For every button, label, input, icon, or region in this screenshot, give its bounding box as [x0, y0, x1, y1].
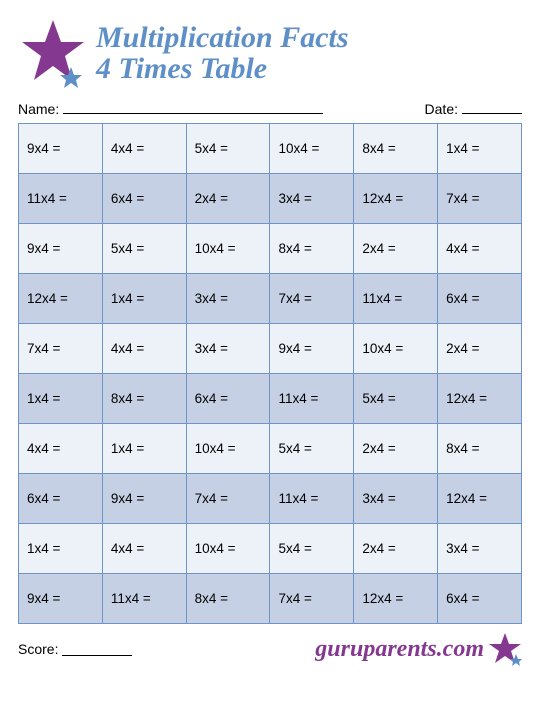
worksheet-cell[interactable]: 11x4 = [270, 474, 354, 524]
worksheet-cell[interactable]: 9x4 = [102, 474, 186, 524]
worksheet-cell[interactable]: 5x4 = [270, 424, 354, 474]
worksheet-cell[interactable]: 10x4 = [186, 424, 270, 474]
brand-text: guruparents.com [315, 636, 484, 663]
worksheet-cell[interactable]: 9x4 = [19, 574, 103, 624]
worksheet-cell[interactable]: 9x4 = [19, 124, 103, 174]
title-line-2: 4 Times Table [96, 53, 522, 85]
worksheet-cell[interactable]: 3x4 = [270, 174, 354, 224]
worksheet-cell[interactable]: 2x4 = [354, 424, 438, 474]
worksheet-cell[interactable]: 6x4 = [19, 474, 103, 524]
worksheet-cell[interactable]: 3x4 = [354, 474, 438, 524]
worksheet-cell[interactable]: 9x4 = [270, 324, 354, 374]
worksheet-cell[interactable]: 5x4 = [354, 374, 438, 424]
worksheet-header: Multiplication Facts 4 Times Table [18, 18, 522, 88]
worksheet-cell[interactable]: 11x4 = [102, 574, 186, 624]
worksheet-cell[interactable]: 1x4 = [19, 374, 103, 424]
worksheet-cell[interactable]: 7x4 = [270, 574, 354, 624]
worksheet-cell[interactable]: 5x4 = [186, 124, 270, 174]
worksheet-cell[interactable]: 1x4 = [102, 274, 186, 324]
worksheet-cell[interactable]: 2x4 = [438, 324, 522, 374]
worksheet-cell[interactable]: 10x4 = [354, 324, 438, 374]
header-star-logo [18, 18, 88, 88]
worksheet-cell[interactable]: 12x4 = [438, 374, 522, 424]
worksheet-cell[interactable]: 8x4 = [438, 424, 522, 474]
worksheet-cell[interactable]: 8x4 = [186, 574, 270, 624]
date-field-line[interactable] [462, 100, 522, 114]
worksheet-cell[interactable]: 6x4 = [102, 174, 186, 224]
table-row: 9x4 =5x4 =10x4 =8x4 =2x4 =4x4 = [19, 224, 522, 274]
name-label: Name: [18, 101, 59, 117]
worksheet-cell[interactable]: 11x4 = [19, 174, 103, 224]
worksheet-cell[interactable]: 5x4 = [102, 224, 186, 274]
worksheet-grid: 9x4 =4x4 =5x4 =10x4 =8x4 =1x4 =11x4 =6x4… [18, 123, 522, 624]
date-label: Date: [425, 101, 458, 117]
worksheet-cell[interactable]: 11x4 = [270, 374, 354, 424]
table-row: 12x4 =1x4 =3x4 =7x4 =11x4 =6x4 = [19, 274, 522, 324]
table-row: 6x4 =9x4 =7x4 =11x4 =3x4 =12x4 = [19, 474, 522, 524]
score-field-line[interactable] [62, 642, 132, 656]
worksheet-cell[interactable]: 12x4 = [354, 174, 438, 224]
worksheet-cell[interactable]: 10x4 = [186, 524, 270, 574]
table-row: 11x4 =6x4 =2x4 =3x4 =12x4 =7x4 = [19, 174, 522, 224]
worksheet-cell[interactable]: 2x4 = [354, 524, 438, 574]
worksheet-cell[interactable]: 11x4 = [354, 274, 438, 324]
worksheet-cell[interactable]: 1x4 = [102, 424, 186, 474]
worksheet-cell[interactable]: 7x4 = [186, 474, 270, 524]
name-date-line: Name: Date: [18, 100, 522, 117]
worksheet-cell[interactable]: 12x4 = [438, 474, 522, 524]
worksheet-cell[interactable]: 8x4 = [102, 374, 186, 424]
worksheet-cell[interactable]: 1x4 = [438, 124, 522, 174]
worksheet-cell[interactable]: 4x4 = [102, 124, 186, 174]
worksheet-cell[interactable]: 4x4 = [102, 324, 186, 374]
score-label: Score: [18, 641, 58, 657]
table-row: 1x4 =8x4 =6x4 =11x4 =5x4 =12x4 = [19, 374, 522, 424]
table-row: 9x4 =11x4 =8x4 =7x4 =12x4 =6x4 = [19, 574, 522, 624]
worksheet-cell[interactable]: 2x4 = [186, 174, 270, 224]
worksheet-cell[interactable]: 4x4 = [19, 424, 103, 474]
worksheet-cell[interactable]: 8x4 = [354, 124, 438, 174]
worksheet-cell[interactable]: 12x4 = [19, 274, 103, 324]
worksheet-cell[interactable]: 6x4 = [438, 274, 522, 324]
worksheet-cell[interactable]: 10x4 = [186, 224, 270, 274]
worksheet-cell[interactable]: 7x4 = [438, 174, 522, 224]
worksheet-cell[interactable]: 6x4 = [438, 574, 522, 624]
brand-star-icon [488, 632, 522, 666]
table-row: 4x4 =1x4 =10x4 =5x4 =2x4 =8x4 = [19, 424, 522, 474]
title-line-1: Multiplication Facts [96, 22, 522, 54]
worksheet-cell[interactable]: 6x4 = [186, 374, 270, 424]
worksheet-cell[interactable]: 4x4 = [438, 224, 522, 274]
worksheet-cell[interactable]: 7x4 = [19, 324, 103, 374]
worksheet-footer: Score: guruparents.com [18, 632, 522, 666]
worksheet-cell[interactable]: 3x4 = [186, 324, 270, 374]
worksheet-cell[interactable]: 2x4 = [354, 224, 438, 274]
worksheet-cell[interactable]: 10x4 = [270, 124, 354, 174]
title-block: Multiplication Facts 4 Times Table [96, 22, 522, 85]
worksheet-cell[interactable]: 1x4 = [19, 524, 103, 574]
worksheet-cell[interactable]: 4x4 = [102, 524, 186, 574]
worksheet-cell[interactable]: 12x4 = [354, 574, 438, 624]
table-row: 1x4 =4x4 =10x4 =5x4 =2x4 =3x4 = [19, 524, 522, 574]
worksheet-cell[interactable]: 7x4 = [270, 274, 354, 324]
worksheet-cell[interactable]: 3x4 = [438, 524, 522, 574]
table-row: 7x4 =4x4 =3x4 =9x4 =10x4 =2x4 = [19, 324, 522, 374]
worksheet-cell[interactable]: 9x4 = [19, 224, 103, 274]
table-row: 9x4 =4x4 =5x4 =10x4 =8x4 =1x4 = [19, 124, 522, 174]
worksheet-cell[interactable]: 8x4 = [270, 224, 354, 274]
worksheet-cell[interactable]: 3x4 = [186, 274, 270, 324]
name-field-line[interactable] [63, 100, 323, 114]
brand-block: guruparents.com [315, 632, 522, 666]
worksheet-cell[interactable]: 5x4 = [270, 524, 354, 574]
